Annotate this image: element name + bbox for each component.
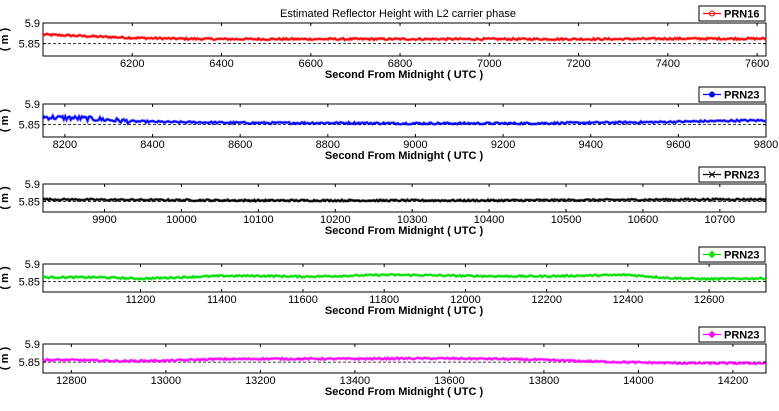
- legend-marker: [708, 250, 716, 259]
- legend-marker: [708, 330, 716, 339]
- x-tick-label: 14000: [623, 375, 654, 387]
- legend-label: PRN23: [724, 90, 759, 102]
- legend-label: PRN23: [724, 330, 759, 342]
- x-tick-label: 7000: [477, 58, 501, 70]
- series-band: [41, 112, 767, 127]
- x-tick-label: 10400: [474, 214, 505, 226]
- x-tick-label: 6200: [120, 58, 144, 70]
- x-tick-label: 10000: [166, 214, 197, 226]
- legend-label: PRN23: [724, 170, 759, 182]
- x-axis-label: Second From Midnight ( UTC ): [325, 69, 484, 81]
- chart-panel-5: 12800 13000 13200 13400 13600 13800 14000 14200…: [0, 326, 767, 398]
- x-tick-label: 8600: [228, 139, 252, 151]
- x-tick-label: 12400: [613, 294, 644, 306]
- y-tick-label: 5.9: [25, 18, 40, 30]
- x-tick-label: 8800: [316, 139, 340, 151]
- plot-area: [42, 183, 767, 213]
- legend-marker: [708, 171, 716, 178]
- chart-panel-3: 9900 10000 10100 10200 10300 10400 10500 10600 1…: [0, 166, 767, 237]
- x-tick-label: 8400: [140, 139, 164, 151]
- series-band: [42, 355, 767, 366]
- chart-panel-4: 11200 11400 11600 11800 12000 12200 12400 12600…: [0, 246, 767, 317]
- x-tick-label: 7200: [566, 58, 590, 70]
- x-tick-label: 11400: [207, 294, 237, 306]
- y-tick-label: 5.9: [25, 339, 40, 351]
- x-tick-label: 10600: [628, 214, 659, 226]
- y-axis-label: ( m ): [0, 347, 11, 371]
- x-tick-label: 7600: [745, 58, 769, 70]
- y-tick-label: 5.9: [25, 259, 40, 271]
- x-tick-label: 8200: [53, 139, 77, 151]
- x-axis-label: Second From Midnight ( UTC ): [325, 150, 484, 162]
- y-axis-label: ( m ): [0, 109, 11, 133]
- x-tick-label: 13200: [245, 375, 276, 387]
- x-tick-label: 13800: [529, 375, 560, 387]
- x-tick-label: 9400: [578, 139, 602, 151]
- legend-label: PRN23: [724, 250, 759, 262]
- y-tick-label: 5.85: [19, 277, 40, 289]
- x-tick-label: 13000: [151, 375, 182, 387]
- x-tick-label: 9800: [754, 139, 778, 151]
- x-tick-label: 10300: [397, 214, 428, 226]
- x-tick-label: 13400: [340, 375, 371, 387]
- legend-marker: [709, 10, 715, 17]
- x-tick-label: 12600: [694, 294, 725, 306]
- x-tick-label: 12800: [56, 375, 87, 387]
- x-tick-label: 6800: [388, 58, 412, 70]
- series-band: [42, 196, 767, 204]
- y-axis-label: ( m ): [0, 28, 11, 52]
- x-tick-label: 11800: [369, 294, 399, 306]
- x-tick-label: 10500: [551, 214, 582, 226]
- x-tick-label: 9200: [491, 139, 515, 151]
- legend-box: [698, 246, 766, 263]
- x-tick-label: 11600: [288, 294, 318, 306]
- series-band: [42, 32, 767, 42]
- legend-label: PRN16: [724, 9, 759, 21]
- x-tick-label: 13600: [434, 375, 465, 387]
- y-tick-label: 5.85: [19, 120, 40, 132]
- chart-panel-1: 6200 6400 6600 6800 7000 7200 7400 7600 5.85 5.9 (…: [0, 5, 769, 81]
- legend-box: [698, 5, 766, 22]
- x-axis-label: Second From Midnight ( UTC ): [325, 386, 484, 398]
- x-tick-label: 9900: [92, 214, 116, 226]
- x-tick-label: 6400: [209, 58, 233, 70]
- y-axis-label: ( m ): [0, 186, 11, 210]
- x-tick-label: 10200: [320, 214, 351, 226]
- chart-panel-2: 8200 8400 8600 8800 9000 9200 9400 9600 9800 5.85…: [0, 86, 778, 162]
- x-tick-label: 10700: [705, 214, 736, 226]
- y-tick-label: 5.85: [19, 39, 40, 51]
- x-tick-label: 6600: [299, 58, 323, 70]
- x-tick-label: 11200: [126, 294, 156, 306]
- x-tick-label: 12000: [450, 294, 481, 306]
- y-axis-label: ( m ): [0, 266, 11, 290]
- legend-box: [698, 166, 766, 183]
- y-tick-label: 5.85: [19, 197, 40, 209]
- chart-title: Estimated Reflector Height with L2 carri…: [280, 8, 516, 20]
- x-tick-label: 14200: [718, 375, 749, 387]
- legend-marker: [709, 91, 715, 98]
- x-tick-label: 9000: [403, 139, 427, 151]
- x-axis-label: Second From Midnight ( UTC ): [325, 225, 484, 237]
- x-tick-label: 7400: [656, 58, 680, 70]
- legend-box: [698, 326, 766, 343]
- series-band: [42, 272, 767, 282]
- y-tick-label: 5.9: [25, 179, 40, 191]
- legend-box: [698, 86, 766, 103]
- x-tick-label: 9600: [666, 139, 690, 151]
- y-tick-label: 5.9: [25, 99, 40, 111]
- y-tick-label: 5.85: [19, 357, 40, 369]
- x-axis-label: Second From Midnight ( UTC ): [325, 305, 484, 317]
- x-tick-label: 12200: [531, 294, 562, 306]
- x-tick-label: 10100: [243, 214, 274, 226]
